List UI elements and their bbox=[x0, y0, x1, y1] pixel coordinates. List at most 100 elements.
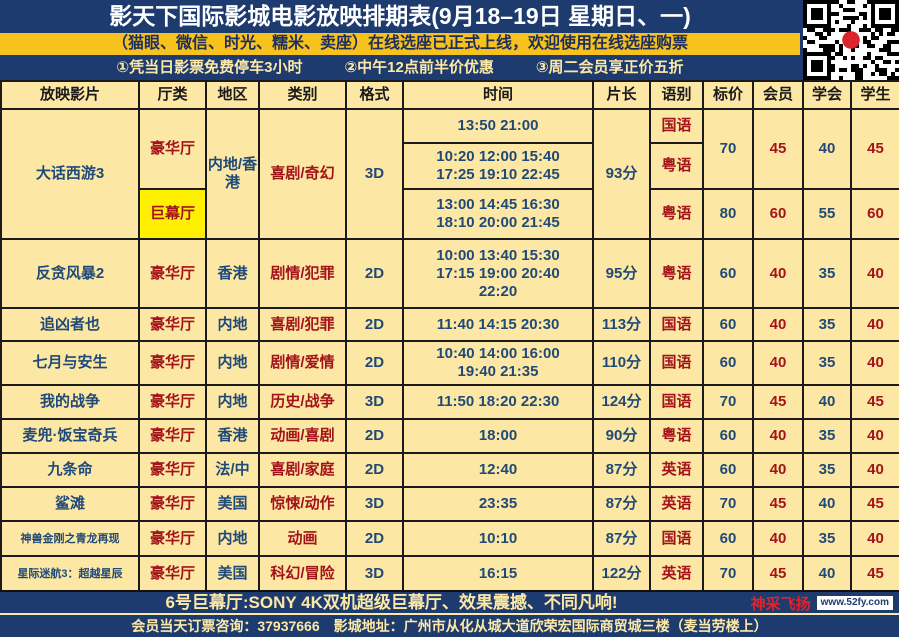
table-row: 反贪风暴2 豪华厅 香港 剧情/犯罪 2D 10:00 13:40 15:30 17:15… bbox=[0, 238, 899, 309]
association-price: 35 bbox=[802, 418, 852, 454]
standard-price: 60 bbox=[702, 452, 754, 488]
format: 3D bbox=[345, 555, 404, 592]
film-title: 反贪风暴2 bbox=[0, 238, 140, 309]
student-price: 60 bbox=[850, 188, 899, 240]
length: 113分 bbox=[592, 307, 651, 342]
table-row: 巨幕厅 13:00 14:45 16:30 18:10 20:00 21:45 … bbox=[1, 188, 899, 240]
association-price: 35 bbox=[802, 238, 852, 309]
length: 87分 bbox=[592, 486, 651, 522]
standard-price: 60 bbox=[702, 520, 754, 557]
student-price: 45 bbox=[850, 384, 899, 420]
showtimes: 11:50 18:20 22:30 bbox=[402, 384, 594, 420]
hall-type: 豪华厅 bbox=[138, 108, 207, 190]
genre: 剧情/爱情 bbox=[258, 340, 347, 386]
association-price: 40 bbox=[802, 555, 852, 592]
region: 内地 bbox=[205, 520, 260, 557]
length: 95分 bbox=[592, 238, 651, 309]
language: 英语 bbox=[649, 452, 704, 488]
association-price: 55 bbox=[802, 188, 852, 240]
table-row: 10:20 12:00 15:40 17:25 19:10 22:45 粤语 bbox=[1, 142, 899, 190]
column-header-association-price: 学会 bbox=[802, 80, 852, 110]
showtimes: 23:35 bbox=[402, 486, 594, 522]
association-price: 40 bbox=[802, 486, 852, 522]
genre: 喜剧/犯罪 bbox=[258, 307, 347, 342]
association-price: 35 bbox=[802, 520, 852, 557]
language: 国语 bbox=[649, 307, 704, 342]
table-row: 我的战争 豪华厅 内地 历史/战争 3D 11:50 18:20 22:30 124分 国语 7… bbox=[0, 384, 899, 420]
association-price: 40 bbox=[802, 108, 852, 190]
film-title: 我的战争 bbox=[0, 384, 140, 420]
imax-banner: 6号巨幕厅:SONY 4K双机超级巨幕厅、效果震撼、不同凡响! bbox=[165, 593, 618, 612]
qr-code bbox=[803, 0, 899, 80]
table-row: 七月与安生 豪华厅 内地 剧情/爱情 2D 10:40 14:00 16:00 19:40… bbox=[0, 340, 899, 386]
watermark-url: www.52fy.com bbox=[816, 596, 893, 610]
film-title: 七月与安生 bbox=[0, 340, 140, 386]
film-title: 星际迷航3：超越星辰 bbox=[0, 555, 140, 592]
student-price: 40 bbox=[850, 520, 899, 557]
format: 2D bbox=[345, 238, 404, 309]
member-price: 40 bbox=[752, 418, 804, 454]
column-header-length: 片长 bbox=[592, 80, 651, 110]
member-price: 45 bbox=[752, 384, 804, 420]
watermark: 神采飞扬 www.52fy.com bbox=[723, 593, 899, 614]
length: 110分 bbox=[592, 340, 651, 386]
genre: 喜剧/家庭 bbox=[258, 452, 347, 488]
language: 英语 bbox=[649, 486, 704, 522]
promo-note: ③周二会员享正价五折 bbox=[535, 59, 684, 76]
showtimes: 13:50 21:00 bbox=[402, 108, 594, 144]
member-price: 40 bbox=[752, 307, 804, 342]
student-price: 40 bbox=[850, 418, 899, 454]
language: 国语 bbox=[649, 520, 704, 557]
showtimes: 10:00 13:40 15:30 17:15 19:00 20:40 22:2… bbox=[402, 238, 594, 309]
showtimes: 18:00 bbox=[402, 418, 594, 454]
promo-note: ②中午12点前半价优惠 bbox=[344, 59, 494, 76]
hall-type: 豪华厅 bbox=[138, 384, 207, 420]
format: 2D bbox=[345, 520, 404, 557]
language: 国语 bbox=[649, 108, 704, 144]
member-price: 45 bbox=[752, 555, 804, 592]
region: 美国 bbox=[205, 555, 260, 592]
format: 3D bbox=[345, 486, 404, 522]
showtimes: 10:20 12:00 15:40 17:25 19:10 22:45 bbox=[402, 142, 594, 190]
length: 122分 bbox=[592, 555, 651, 592]
column-header-film: 放映影片 bbox=[0, 80, 140, 110]
table-row: 神兽金刚之青龙再现 豪华厅 内地 动画 2D 10:10 87分 国语 60 40 35 40 bbox=[0, 520, 899, 557]
standard-price: 60 bbox=[702, 307, 754, 342]
column-header-hall: 厅类 bbox=[138, 80, 207, 110]
film-title: 麦兜·饭宝奇兵 bbox=[0, 418, 140, 454]
column-header-language: 语别 bbox=[649, 80, 704, 110]
column-header-student-price: 学生 bbox=[850, 80, 899, 110]
standard-price: 60 bbox=[702, 238, 754, 309]
table-row: 九条命 豪华厅 法/中 喜剧/家庭 2D 12:40 87分 英语 60 40 35 40 bbox=[0, 452, 899, 488]
format: 2D bbox=[345, 452, 404, 488]
format: 3D bbox=[345, 384, 404, 420]
language: 粤语 bbox=[649, 418, 704, 454]
showtimes: 13:00 14:45 16:30 18:10 20:00 21:45 bbox=[402, 188, 594, 240]
format: 3D bbox=[345, 108, 404, 240]
showtimes: 16:15 bbox=[402, 555, 594, 592]
schedule-table: 放映影片 厅类 地区 类别 格式 时间 片长 语别 标价 会员 学会 学生 大话西游3 豪华厅 内地/… bbox=[0, 80, 899, 592]
member-price: 40 bbox=[752, 520, 804, 557]
member-price: 40 bbox=[752, 340, 804, 386]
hall-type: 豪华厅 bbox=[138, 418, 207, 454]
student-price: 40 bbox=[850, 452, 899, 488]
column-header-format: 格式 bbox=[345, 80, 404, 110]
contact-address: 会员当天订票咨询：37937666 影城地址：广州市从化从城大道欣荣宏国际商贸城… bbox=[0, 613, 899, 637]
student-price: 45 bbox=[850, 486, 899, 522]
standard-price: 60 bbox=[702, 340, 754, 386]
hall-type: 豪华厅 bbox=[138, 555, 207, 592]
member-price: 60 bbox=[752, 188, 804, 240]
watermark-logo: 神采飞扬 bbox=[750, 595, 811, 613]
length: 87分 bbox=[592, 520, 651, 557]
language: 国语 bbox=[649, 384, 704, 420]
region: 香港 bbox=[205, 418, 260, 454]
genre: 惊悚/动作 bbox=[258, 486, 347, 522]
member-price: 40 bbox=[752, 452, 804, 488]
association-price: 35 bbox=[802, 340, 852, 386]
genre: 动画/喜剧 bbox=[258, 418, 347, 454]
column-header-member-price: 会员 bbox=[752, 80, 804, 110]
hall-type: 豪华厅 bbox=[138, 520, 207, 557]
hall-type: 豪华厅 bbox=[138, 452, 207, 488]
film-title: 九条命 bbox=[0, 452, 140, 488]
table-row: 鲨滩 豪华厅 美国 惊悚/动作 3D 23:35 87分 英语 70 45 40 45 bbox=[0, 486, 899, 522]
